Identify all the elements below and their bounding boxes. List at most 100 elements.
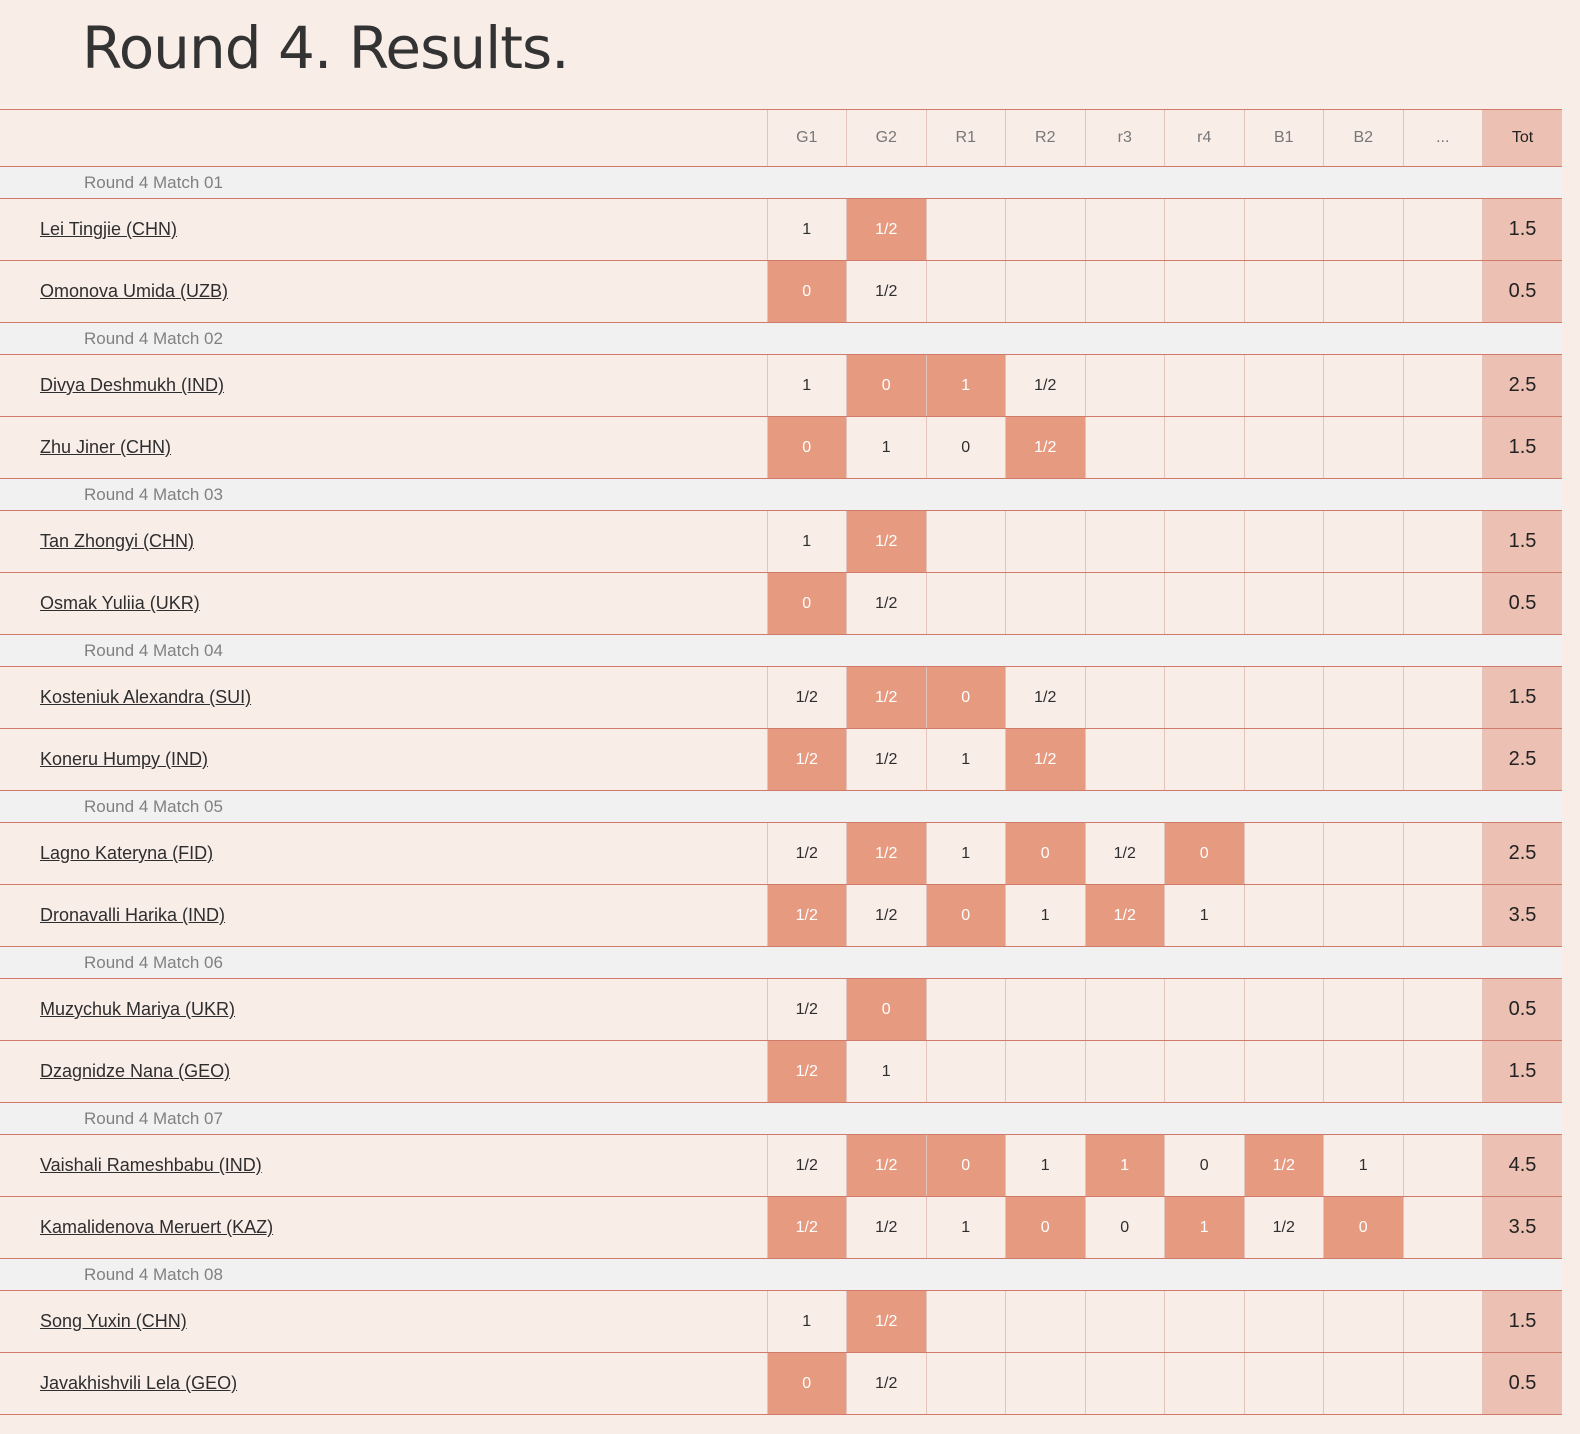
player-row: Koneru Humpy (IND) 1/2 1/2 1 1/2 2.5 <box>0 728 1562 791</box>
game-score-cell: 1/2 <box>846 198 926 261</box>
results-body: Round 4 Match 01 Lei Tingjie (CHN) 1 1/2 1.5… <box>0 166 1562 1415</box>
game-score-cell: 1/2 <box>846 510 926 573</box>
player-name-link[interactable]: Vaishali Rameshbabu (IND) <box>40 1155 262 1175</box>
game-score-cell <box>1402 416 1483 479</box>
total-score-cell: 0.5 <box>1482 1352 1562 1415</box>
game-score-cell <box>1005 572 1085 635</box>
total-score-cell: 1.5 <box>1482 510 1562 573</box>
game-score-cell: 0 <box>1005 1196 1085 1259</box>
game-score-cell <box>1164 666 1244 729</box>
player-name-cell: Kosteniuk Alexandra (SUI) <box>0 666 767 729</box>
column-header-g1: G1 <box>766 109 847 167</box>
game-score-cell: 1 <box>925 822 1006 885</box>
game-score-cell: 0 <box>1323 1196 1403 1259</box>
game-score-cell: 1/2 <box>846 1134 926 1197</box>
game-score-cell: 1 <box>1323 1134 1403 1197</box>
player-row: Muzychuk Mariya (UKR) 1/2 0 0.5 <box>0 978 1562 1041</box>
player-row: Lei Tingjie (CHN) 1 1/2 1.5 <box>0 198 1562 261</box>
total-score-cell: 4.5 <box>1482 1134 1562 1197</box>
game-score-cell: 1/2 <box>766 978 847 1041</box>
player-name-cell: Vaishali Rameshbabu (IND) <box>0 1134 767 1197</box>
game-score-cell <box>1402 1290 1483 1353</box>
total-score-cell: 1.5 <box>1482 666 1562 729</box>
player-name-link[interactable]: Osmak Yuliia (UKR) <box>40 593 200 613</box>
game-score-cell <box>1402 728 1483 791</box>
player-row: Lagno Kateryna (FID) 1/2 1/2 1 0 1/2 0 2.5 <box>0 822 1562 885</box>
game-score-cell: 1 <box>1164 1196 1244 1259</box>
game-score-cell: 1 <box>925 728 1006 791</box>
column-header-b1: B1 <box>1243 109 1324 167</box>
column-header-total: Tot <box>1482 109 1562 167</box>
player-name-link[interactable]: Tan Zhongyi (CHN) <box>40 531 195 551</box>
player-row: Kosteniuk Alexandra (SUI) 1/2 1/2 0 1/2 1.5 <box>0 666 1562 729</box>
game-score-cell <box>1084 1040 1165 1103</box>
game-score-cell <box>1084 728 1165 791</box>
game-score-cell: 0 <box>766 260 847 323</box>
game-score-cell <box>1323 728 1403 791</box>
player-name-link[interactable]: Song Yuxin (CHN) <box>40 1311 187 1331</box>
game-score-cell: 1/2 <box>766 1134 847 1197</box>
player-name-link[interactable]: Koneru Humpy (IND) <box>40 749 209 769</box>
game-score-cell: 0 <box>766 572 847 635</box>
game-score-cell: 1 <box>766 354 847 417</box>
game-score-cell <box>925 260 1006 323</box>
page-title: Round 4. Results. <box>82 14 570 82</box>
player-name-link[interactable]: Divya Deshmukh (IND) <box>40 375 225 395</box>
game-score-cell <box>1323 978 1403 1041</box>
game-score-cell: 1/2 <box>766 666 847 729</box>
game-score-cell <box>1402 260 1483 323</box>
player-name-link[interactable]: Javakhishvili Lela (GEO) <box>40 1373 238 1393</box>
player-row: Kamalidenova Meruert (KAZ) 1/2 1/2 1 0 0 1 1/2 0… <box>0 1196 1562 1259</box>
player-name-link[interactable]: Dzagnidze Nana (GEO) <box>40 1061 231 1081</box>
player-name-cell: Kamalidenova Meruert (KAZ) <box>0 1196 767 1259</box>
game-score-cell <box>1402 666 1483 729</box>
game-score-cell <box>1084 666 1165 729</box>
player-name-link[interactable]: Kamalidenova Meruert (KAZ) <box>40 1217 274 1237</box>
game-score-cell <box>925 1290 1006 1353</box>
game-score-cell <box>1005 198 1085 261</box>
game-score-cell <box>1323 260 1403 323</box>
total-score-cell: 1.5 <box>1482 198 1562 261</box>
game-score-cell <box>1084 198 1165 261</box>
total-score-cell: 0.5 <box>1482 572 1562 635</box>
game-score-cell: 0 <box>1164 1134 1244 1197</box>
game-score-cell <box>1084 510 1165 573</box>
game-score-cell: 0 <box>925 666 1006 729</box>
game-score-cell <box>1323 572 1403 635</box>
game-score-cell: 1/2 <box>846 884 926 947</box>
player-name-cell: Javakhishvili Lela (GEO) <box>0 1352 767 1415</box>
total-score-cell: 3.5 <box>1482 1196 1562 1259</box>
player-row: Javakhishvili Lela (GEO) 0 1/2 0.5 <box>0 1352 1562 1415</box>
player-name-cell: Dronavalli Harika (IND) <box>0 884 767 947</box>
game-score-cell <box>1243 822 1324 885</box>
game-score-cell <box>1005 510 1085 573</box>
column-header-r4: r4 <box>1164 109 1244 167</box>
game-score-cell <box>1323 822 1403 885</box>
game-score-cell: 0 <box>766 1352 847 1415</box>
player-name-link[interactable]: Omonova Umida (UZB) <box>40 281 229 301</box>
game-score-cell: 1/2 <box>846 572 926 635</box>
header-row: G1 G2 R1 R2 r3 r4 B1 B2 ... Tot <box>0 109 1562 167</box>
game-score-cell <box>1323 198 1403 261</box>
player-name-link[interactable]: Muzychuk Mariya (UKR) <box>40 999 236 1019</box>
player-name-link[interactable]: Kosteniuk Alexandra (SUI) <box>40 687 252 707</box>
game-score-cell <box>1084 260 1165 323</box>
player-name-link[interactable]: Lagno Kateryna (FID) <box>40 843 214 863</box>
match-label: Round 4 Match 03 <box>0 478 1562 511</box>
game-score-cell <box>1243 260 1324 323</box>
player-name-link[interactable]: Lei Tingjie (CHN) <box>40 219 178 239</box>
player-name-link[interactable]: Zhu Jiner (CHN) <box>40 437 172 457</box>
player-row: Song Yuxin (CHN) 1 1/2 1.5 <box>0 1290 1562 1353</box>
player-name-cell: Song Yuxin (CHN) <box>0 1290 767 1353</box>
game-score-cell: 1/2 <box>846 1196 926 1259</box>
player-name-link[interactable]: Dronavalli Harika (IND) <box>40 905 226 925</box>
game-score-cell: 1 <box>766 1290 847 1353</box>
game-score-cell: 1/2 <box>766 1040 847 1103</box>
game-score-cell <box>1164 416 1244 479</box>
total-score-cell: 2.5 <box>1482 822 1562 885</box>
game-score-cell <box>1005 978 1085 1041</box>
results-table: G1 G2 R1 R2 r3 r4 B1 B2 ... Tot Round 4 … <box>0 109 1562 1415</box>
game-score-cell <box>1402 1040 1483 1103</box>
game-score-cell: 1 <box>1005 1134 1085 1197</box>
game-score-cell <box>1323 1040 1403 1103</box>
